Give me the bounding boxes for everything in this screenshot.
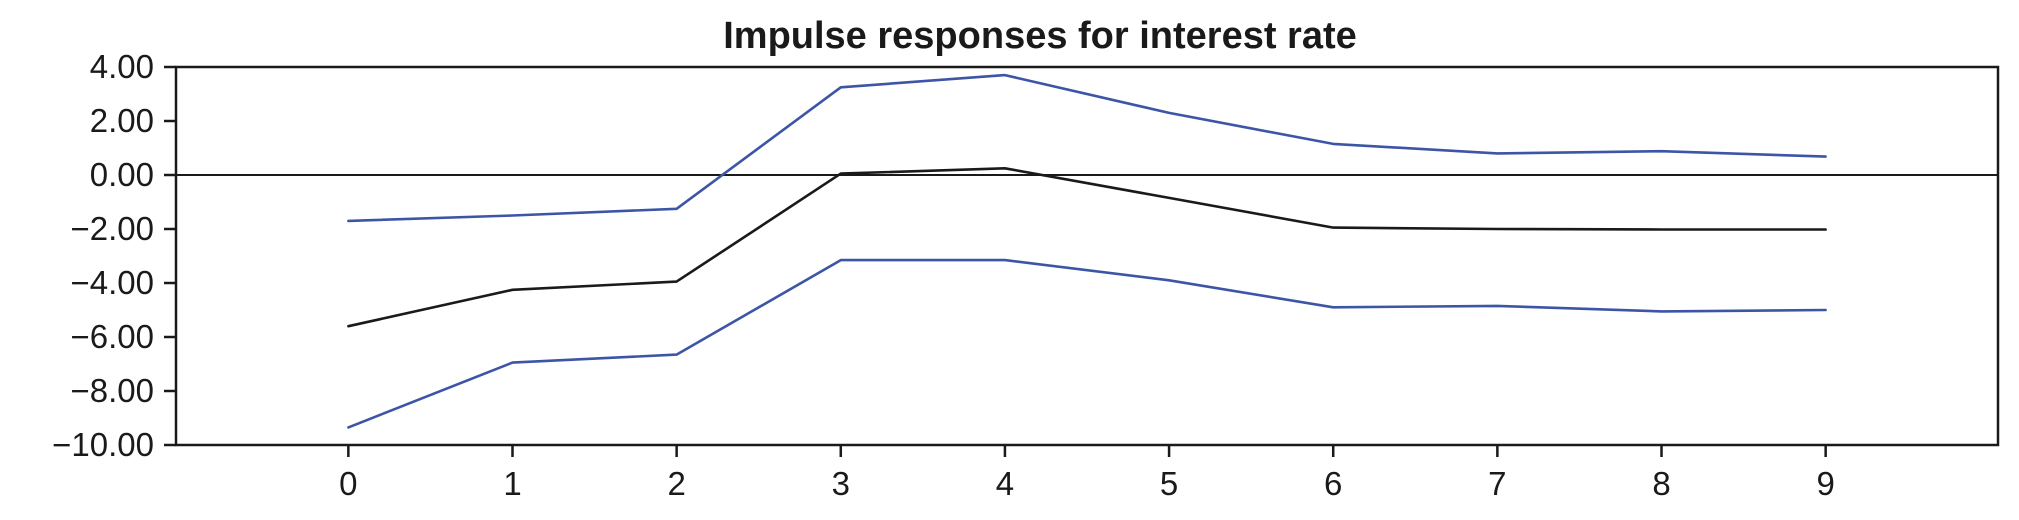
y-tick-label: 2.00: [90, 102, 154, 139]
plot-area-frame: [174, 65, 2000, 447]
x-tick-label: 2: [667, 465, 685, 502]
x-tick-label: 1: [503, 465, 521, 502]
point-estimate-line: [347, 167, 1827, 328]
y-tick-label: −6.00: [71, 318, 155, 355]
y-axis: 4.00 2.00 0.00 −2.00 −4.00 −6.00 −8.00 −10.00: [52, 48, 176, 463]
x-tick-label: 4: [996, 465, 1014, 502]
y-tick-label: −2.00: [71, 210, 155, 247]
y-tick-label: 0.00: [90, 156, 154, 193]
x-tick-label: 7: [1488, 465, 1506, 502]
x-tick-label: 0: [339, 465, 357, 502]
upper-band-line: [347, 73, 1827, 223]
series-group: [347, 73, 1827, 429]
chart-title: Impulse responses for interest rate: [723, 15, 1357, 57]
x-tick-label: 3: [832, 465, 850, 502]
x-tick-label: 8: [1652, 465, 1670, 502]
x-tick-label: 5: [1160, 465, 1178, 502]
y-tick-label: −10.00: [52, 426, 154, 463]
y-tick-label: 4.00: [90, 48, 154, 85]
y-tick-label: −8.00: [71, 372, 155, 409]
lower-band-line: [347, 258, 1827, 429]
x-axis: 0 1 2 3 4 5 6 7 8 9: [339, 445, 1835, 502]
y-tick-label: −4.00: [71, 264, 155, 301]
x-tick-label: 9: [1816, 465, 1834, 502]
x-tick-label: 6: [1324, 465, 1342, 502]
